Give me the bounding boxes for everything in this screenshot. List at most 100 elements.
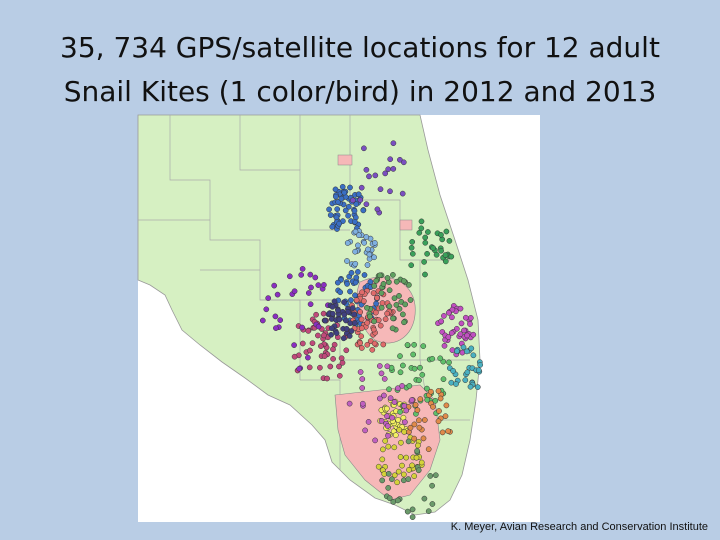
location-dot bbox=[358, 325, 365, 332]
location-dot bbox=[382, 170, 389, 177]
location-dot bbox=[379, 456, 386, 463]
location-dot bbox=[349, 197, 356, 204]
location-dot bbox=[430, 245, 436, 251]
location-dot bbox=[328, 325, 335, 332]
location-dot bbox=[414, 407, 421, 413]
location-dot bbox=[376, 395, 383, 402]
location-dot bbox=[353, 201, 360, 208]
location-dot bbox=[417, 396, 424, 402]
location-dot bbox=[378, 304, 385, 311]
location-dot bbox=[380, 341, 387, 348]
location-dot bbox=[306, 364, 313, 371]
location-dot bbox=[358, 316, 365, 323]
location-dot bbox=[408, 262, 415, 269]
location-dot bbox=[391, 444, 398, 451]
location-dot bbox=[400, 362, 406, 369]
location-dot bbox=[411, 421, 418, 428]
location-dot bbox=[326, 206, 332, 213]
location-dot bbox=[474, 384, 481, 390]
location-dot bbox=[313, 311, 319, 318]
location-dot bbox=[378, 290, 385, 296]
location-dot bbox=[430, 403, 436, 410]
location-dot bbox=[407, 424, 414, 431]
location-dot bbox=[408, 244, 415, 251]
location-dot bbox=[405, 476, 412, 482]
location-dot bbox=[360, 207, 367, 214]
location-dot bbox=[296, 365, 303, 372]
location-dot bbox=[361, 145, 367, 152]
location-dot bbox=[307, 301, 314, 308]
location-dot bbox=[398, 439, 404, 446]
location-dot bbox=[429, 482, 435, 489]
location-dot bbox=[432, 472, 439, 479]
location-dot bbox=[445, 309, 452, 316]
location-dot bbox=[425, 446, 432, 453]
location-dot bbox=[317, 364, 323, 371]
location-dot bbox=[457, 305, 464, 312]
location-dot bbox=[382, 438, 389, 444]
location-dot bbox=[359, 376, 366, 382]
location-dot bbox=[385, 166, 392, 173]
location-dot bbox=[365, 246, 371, 253]
location-dot bbox=[359, 400, 366, 407]
location-dot bbox=[357, 309, 364, 315]
location-dot bbox=[449, 314, 455, 321]
location-dot bbox=[396, 426, 403, 433]
location-dot bbox=[446, 238, 453, 244]
location-dot bbox=[366, 251, 373, 258]
location-dot bbox=[343, 325, 350, 332]
location-dot bbox=[435, 418, 442, 425]
location-dot bbox=[370, 290, 377, 296]
location-dot bbox=[416, 417, 422, 424]
location-dot bbox=[409, 239, 416, 245]
location-dot bbox=[363, 166, 370, 173]
location-dot bbox=[395, 468, 402, 475]
location-dot bbox=[343, 347, 350, 354]
location-dot bbox=[422, 271, 428, 278]
location-dot bbox=[403, 454, 410, 461]
location-dot bbox=[402, 419, 408, 425]
location-dot bbox=[411, 341, 417, 348]
location-dot bbox=[390, 166, 397, 172]
location-dot bbox=[397, 369, 404, 376]
location-dot bbox=[309, 340, 316, 347]
location-dot bbox=[385, 485, 392, 491]
location-dot bbox=[371, 283, 378, 289]
location-dot bbox=[397, 353, 403, 359]
location-dot bbox=[378, 370, 385, 377]
location-dot bbox=[365, 419, 372, 425]
location-dot bbox=[381, 392, 387, 399]
location-dot bbox=[409, 250, 416, 257]
location-dot bbox=[439, 429, 446, 436]
location-dot bbox=[336, 372, 343, 379]
location-dot bbox=[362, 427, 368, 434]
location-dot bbox=[386, 495, 393, 502]
location-dot bbox=[273, 325, 279, 331]
location-dot bbox=[305, 290, 312, 296]
location-dot bbox=[348, 297, 354, 303]
location-dot bbox=[286, 273, 293, 280]
location-dot bbox=[438, 318, 445, 325]
location-dot bbox=[384, 275, 391, 281]
location-dot bbox=[379, 300, 386, 306]
location-dot bbox=[449, 306, 456, 313]
location-dot bbox=[397, 454, 404, 460]
location-dot bbox=[422, 234, 429, 241]
location-dot bbox=[441, 313, 447, 319]
title-line: 35, 734 GPS/satellite locations for 12 a… bbox=[60, 31, 660, 64]
location-dot bbox=[344, 258, 350, 264]
location-dot bbox=[332, 193, 339, 200]
location-dot bbox=[450, 368, 456, 374]
location-dot bbox=[411, 435, 418, 442]
location-dot bbox=[438, 247, 444, 254]
location-dot bbox=[348, 269, 355, 276]
location-dot bbox=[377, 186, 384, 193]
location-dot bbox=[432, 397, 439, 404]
location-dot bbox=[347, 288, 353, 295]
location-dot bbox=[411, 365, 418, 372]
location-dot bbox=[429, 355, 436, 362]
location-dot bbox=[412, 402, 419, 408]
location-dot bbox=[448, 330, 455, 336]
location-dot bbox=[366, 173, 372, 180]
